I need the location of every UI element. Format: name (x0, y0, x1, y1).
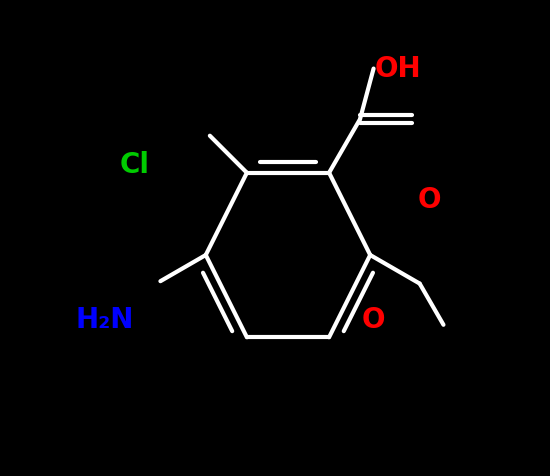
Text: H₂N: H₂N (76, 306, 134, 334)
Text: Cl: Cl (119, 151, 149, 179)
Text: O: O (361, 306, 385, 334)
Text: O: O (418, 186, 441, 214)
Text: OH: OH (375, 55, 421, 83)
